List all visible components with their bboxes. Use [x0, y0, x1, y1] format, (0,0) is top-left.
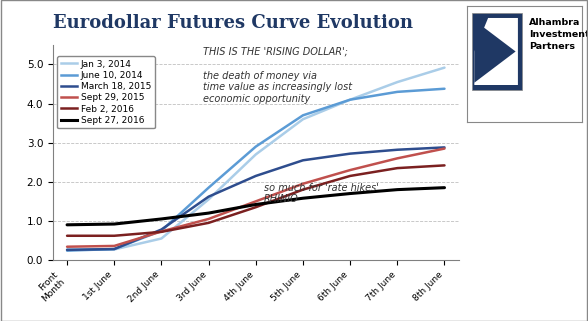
Text: THIS IS THE 'RISING DOLLAR';: THIS IS THE 'RISING DOLLAR'; — [203, 47, 348, 57]
Text: the death of money via
time value as increasingly lost
economic opportunity: the death of money via time value as inc… — [203, 71, 352, 104]
Polygon shape — [475, 20, 516, 83]
Bar — [472, 13, 523, 90]
Polygon shape — [475, 18, 518, 85]
Legend: Jan 3, 2014, June 10, 2014, March 18, 2015, Sept 29, 2015, Feb 2, 2016, Sept 27,: Jan 3, 2014, June 10, 2014, March 18, 20… — [58, 56, 155, 128]
Text: so much for 'rate hikes'
RHINIO: so much for 'rate hikes' RHINIO — [264, 183, 379, 204]
Text: Alhambra
Investment
Partners: Alhambra Investment Partners — [529, 18, 588, 51]
Text: Eurodollar Futures Curve Evolution: Eurodollar Futures Curve Evolution — [53, 14, 413, 32]
